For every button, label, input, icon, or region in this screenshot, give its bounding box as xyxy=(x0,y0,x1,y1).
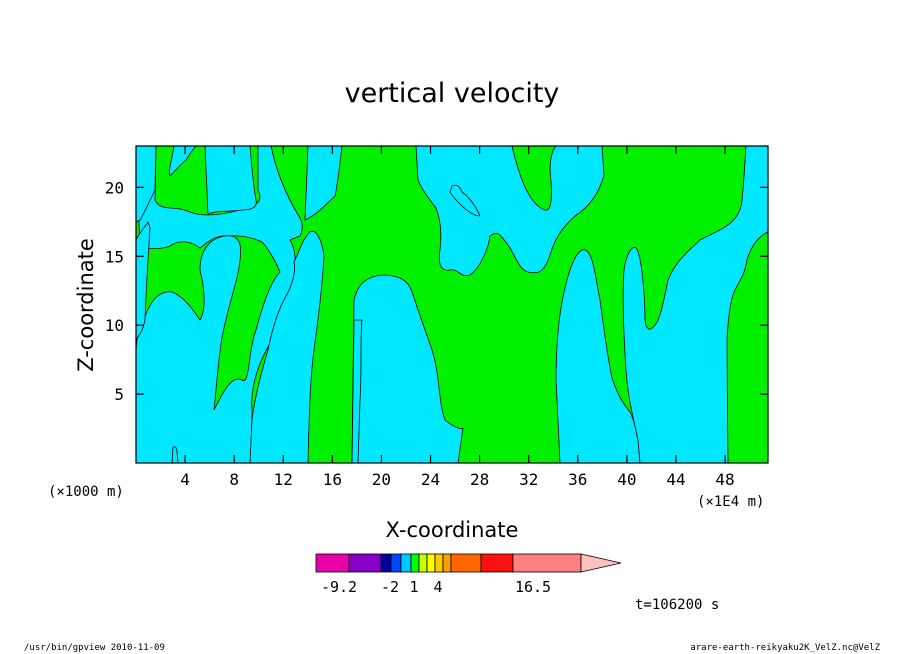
colorbar-tick-label: 16.5 xyxy=(515,578,551,596)
x-tick-label: 32 xyxy=(519,470,538,489)
colorbar-segment xyxy=(434,553,444,573)
negative-region-small-eddy xyxy=(449,184,481,217)
colorbar-tick-label: 1 xyxy=(409,578,418,596)
negative-region-center-left xyxy=(300,145,343,221)
x-tick-label: 4 xyxy=(180,470,190,489)
colorbar-ticks: -9.2 -2 1 4 16.5 xyxy=(321,578,551,596)
y-tick-label: 5 xyxy=(114,385,124,404)
negative-regions xyxy=(135,145,769,464)
x-tick-label: 40 xyxy=(617,470,636,489)
colorbar-segment xyxy=(380,553,392,573)
colorbar-tick-label: -9.2 xyxy=(321,578,357,596)
x-tick-label: 28 xyxy=(470,470,489,489)
colorbar-segment xyxy=(410,553,420,573)
x-tick-label: 12 xyxy=(274,470,293,489)
y-axis: 5 10 15 20 xyxy=(105,178,768,404)
x-tick-label: 44 xyxy=(666,470,685,489)
negative-region xyxy=(135,145,303,464)
x-tick-label: 20 xyxy=(372,470,391,489)
colorbar-segment xyxy=(512,553,582,573)
x-tick-label: 48 xyxy=(715,470,734,489)
x-tick-label: 8 xyxy=(229,470,239,489)
plot-area xyxy=(135,145,769,464)
negative-region-lower-center xyxy=(351,319,363,464)
colorbar-segment xyxy=(442,553,452,573)
colorbar-segment xyxy=(348,553,382,573)
negative-region-right-mid xyxy=(555,249,641,464)
negative-patch xyxy=(171,446,179,464)
y-tick-label: 10 xyxy=(105,316,124,335)
colorbar-segment xyxy=(480,553,514,573)
colorbar-tick-label: 4 xyxy=(433,578,442,596)
x-tick-label: 16 xyxy=(323,470,342,489)
negative-region-left-mid xyxy=(135,221,151,342)
footer-right: arare-earth-reikyaku2K_VelZ.nc@VelZ xyxy=(690,643,880,653)
x-axis: 4 8 12 16 20 24 28 32 36 40 44 48 xyxy=(180,146,735,489)
chart-title: vertical velocity xyxy=(345,78,560,109)
colorbar-segment xyxy=(315,553,350,573)
colorbar-segment xyxy=(450,553,482,573)
negative-region-mid xyxy=(351,274,464,464)
negative-region-center xyxy=(249,230,325,464)
x-unit-left: (×1000 m) xyxy=(48,484,124,500)
negative-patch xyxy=(204,145,257,215)
negative-patches xyxy=(156,145,257,464)
time-label: t=106200 s xyxy=(635,597,719,613)
negative-region-upper-mid xyxy=(415,145,605,276)
y-tick-label: 20 xyxy=(105,178,124,197)
negative-region-right xyxy=(622,145,769,464)
footer-left: /usr/bin/gpview 2010-11-09 xyxy=(24,643,165,653)
colorbar-segment xyxy=(390,553,402,573)
x-tick-label: 36 xyxy=(568,470,587,489)
colorbar-segment xyxy=(400,553,412,573)
colorbar-extend-arrow xyxy=(580,553,622,573)
x-axis-label: X-coordinate xyxy=(386,518,519,542)
colorbar xyxy=(315,553,622,573)
colorbar-segment xyxy=(418,553,428,573)
y-axis-label: Z-coordinate xyxy=(74,238,98,372)
x-unit-right: (×1E4 m) xyxy=(697,494,764,510)
negative-region-top-left xyxy=(135,145,157,223)
plot-frame xyxy=(135,145,769,464)
colorbar-tick-label: -2 xyxy=(381,578,399,596)
negative-patch xyxy=(156,145,197,177)
y-tick-label: 15 xyxy=(105,247,124,266)
colorbar-segment xyxy=(426,553,436,573)
x-tick-label: 24 xyxy=(421,470,440,489)
